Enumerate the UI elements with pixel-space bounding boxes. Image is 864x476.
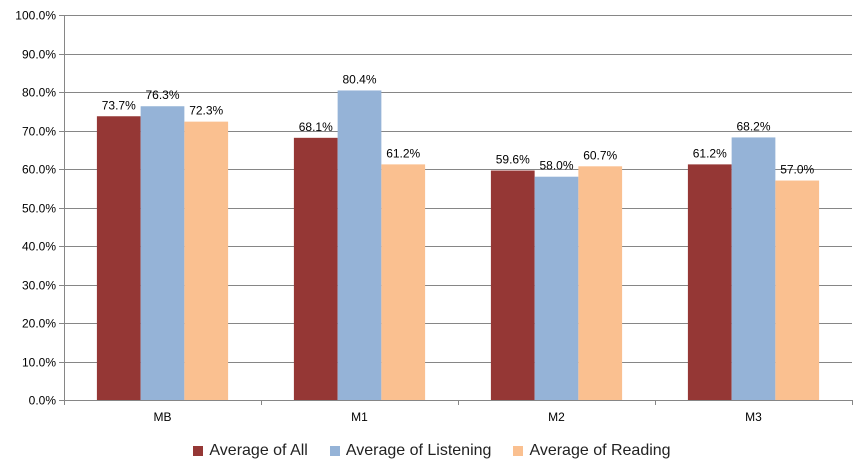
bar (96, 116, 141, 400)
data-label: 61.2% (693, 146, 727, 160)
y-tick-label: 10.0% (22, 356, 56, 370)
x-tick-label: M1 (351, 410, 368, 424)
legend-label-average-of-listening: Average of Listening (345, 442, 492, 459)
y-tick-label: 30.0% (22, 279, 56, 293)
data-label: 59.6% (496, 153, 530, 167)
data-label: 68.2% (736, 119, 770, 133)
bar (687, 164, 732, 400)
y-tick-label: 40.0% (22, 240, 56, 254)
y-tick-label: 70.0% (22, 125, 56, 139)
y-tick-label: 60.0% (22, 163, 56, 177)
data-label: 57.0% (780, 163, 814, 177)
x-tick-label: M3 (745, 410, 762, 424)
bar (184, 121, 229, 401)
legend-item-average-of-all: Average of All (193, 442, 308, 460)
bar-chart: 0.0% 10.0% 20.0% 30.0% 40.0% 50.0% 60.0% 70.0% 8… (15, 9, 853, 424)
legend-item-average-of-reading: Average of Reading (513, 442, 671, 460)
bar (490, 170, 535, 400)
data-label: 58.0% (539, 159, 573, 173)
data-label: 68.1% (299, 120, 333, 134)
bar (731, 137, 776, 400)
legend-swatch-average-of-reading (513, 446, 524, 456)
bar (337, 90, 382, 401)
bar (534, 176, 579, 400)
bar (775, 180, 820, 400)
data-label: 60.7% (583, 148, 617, 162)
bar (140, 106, 185, 401)
y-tick-label: 20.0% (22, 317, 56, 331)
y-tick-label: 50.0% (22, 202, 56, 216)
bar (381, 164, 426, 400)
bar (578, 166, 623, 400)
legend-swatch-average-of-listening (329, 446, 340, 456)
legend-label-average-of-all: Average of All (209, 442, 308, 459)
y-tick-label: 90.0% (22, 48, 56, 62)
bar (293, 137, 338, 400)
x-tick-label: MB (154, 410, 172, 424)
data-label: 72.3% (189, 104, 223, 118)
legend: Average of All Average of Listening Aver… (0, 438, 864, 464)
legend-swatch-average-of-all (193, 446, 204, 456)
data-label: 73.7% (102, 98, 136, 112)
data-label: 61.2% (386, 146, 420, 160)
x-tick-label: M2 (548, 410, 565, 424)
data-label: 76.3% (145, 88, 179, 102)
legend-item-average-of-listening: Average of Listening (329, 442, 492, 460)
y-tick-label: 0.0% (29, 394, 57, 408)
y-tick-label: 80.0% (22, 86, 56, 100)
y-tick-label: 100.0% (15, 9, 56, 23)
legend-label-average-of-reading: Average of Reading (529, 442, 671, 459)
data-label: 80.4% (342, 72, 376, 86)
